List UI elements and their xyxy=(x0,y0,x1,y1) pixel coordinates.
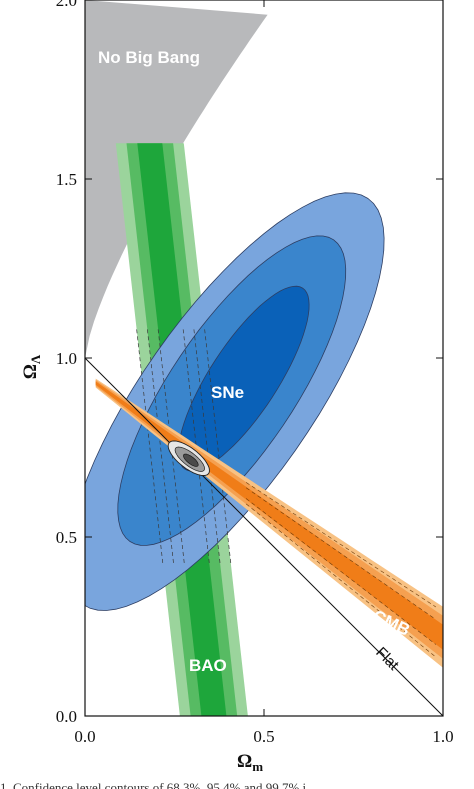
y-tick-label: 0.5 xyxy=(56,528,77,547)
bao-dashed-contour xyxy=(157,329,185,566)
combined-series xyxy=(167,440,210,476)
x-axis-title: Ωm xyxy=(237,751,263,774)
no-big-bang-region xyxy=(85,0,268,358)
cmb-contour-lines xyxy=(245,482,437,658)
bao-dashed-contour xyxy=(136,329,164,566)
y-tick-label: 1.0 xyxy=(56,349,77,368)
x-tick-label: 1.0 xyxy=(432,727,453,746)
y-tick-label: 0.0 xyxy=(56,707,77,726)
sne-68-region xyxy=(177,285,310,472)
bao-dashed-contour xyxy=(147,329,175,566)
combined-68-region xyxy=(183,453,199,467)
plot-area: No Big Bang SNe BAO CMB Flat xyxy=(85,0,443,716)
y-tick-label: 1.5 xyxy=(56,170,77,189)
x-tick-label: 0.5 xyxy=(253,727,274,746)
bao-dashed-contour xyxy=(204,329,232,566)
bao-dashed-contour xyxy=(193,329,221,566)
bao-label: BAO xyxy=(189,656,227,675)
x-tick-label: 0.0 xyxy=(74,727,95,746)
flat-universe-line xyxy=(85,357,443,716)
cmb-dashed-contour xyxy=(245,503,437,658)
sne-series xyxy=(85,192,385,611)
no-big-bang-label: No Big Bang xyxy=(98,48,200,67)
cmb-dashed-contour xyxy=(245,498,437,645)
bao-dashed-contour xyxy=(182,329,210,566)
figure-caption: 1. Confidence level contours of 68.3%, 9… xyxy=(0,780,307,789)
y-axis-ticks: 0.0 0.5 1.0 1.5 2.0 xyxy=(56,0,443,726)
y-tick-label: 2.0 xyxy=(56,0,77,10)
x-axis-ticks: 0.0 0.5 1.0 xyxy=(74,0,454,746)
cmb-dashed-contour xyxy=(245,482,437,608)
cmb-dashed-contour xyxy=(245,487,437,620)
y-axis-title: ΩΛ xyxy=(20,354,43,379)
sne-label: SNe xyxy=(211,383,244,402)
bao-contour-lines xyxy=(136,329,232,566)
